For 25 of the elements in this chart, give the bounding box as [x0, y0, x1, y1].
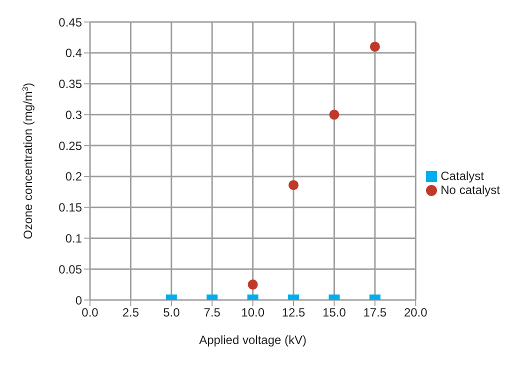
- x-tick-label: 20.0: [404, 306, 428, 320]
- x-tick-label: 5.0: [163, 306, 180, 320]
- point: [329, 110, 340, 120]
- x-tick-label: 15.0: [322, 306, 346, 320]
- point: [370, 42, 380, 52]
- y-tick-label: 0.15: [58, 200, 82, 215]
- y-tick-label: 0: [75, 293, 82, 308]
- y-tick-label: 0.4: [65, 46, 82, 60]
- legend-label: No catalyst: [440, 183, 500, 197]
- y-tick-label: 0.3: [65, 108, 82, 122]
- y-tick-label: 0.05: [58, 262, 82, 276]
- x-tick-label: 10.0: [241, 306, 265, 320]
- x-tick-label: 0.0: [82, 306, 99, 320]
- y-tick-label: 0.2: [65, 170, 82, 184]
- y-tick-label: 0.35: [58, 77, 82, 92]
- x-tick-label: 2.5: [122, 306, 140, 320]
- y-tick-label: 0.1: [65, 231, 82, 246]
- y-tick-label: 0.45: [58, 15, 82, 30]
- y-tick-label: 0.25: [58, 138, 82, 153]
- x-axis-title: Applied voltage (kV): [199, 333, 307, 347]
- x-tick-label: 7.5: [204, 306, 221, 320]
- legend-label: Catalyst: [440, 169, 484, 183]
- x-tick-label: 12.5: [282, 306, 306, 320]
- x-tick-label: 17.5: [363, 306, 387, 320]
- point: [288, 180, 299, 190]
